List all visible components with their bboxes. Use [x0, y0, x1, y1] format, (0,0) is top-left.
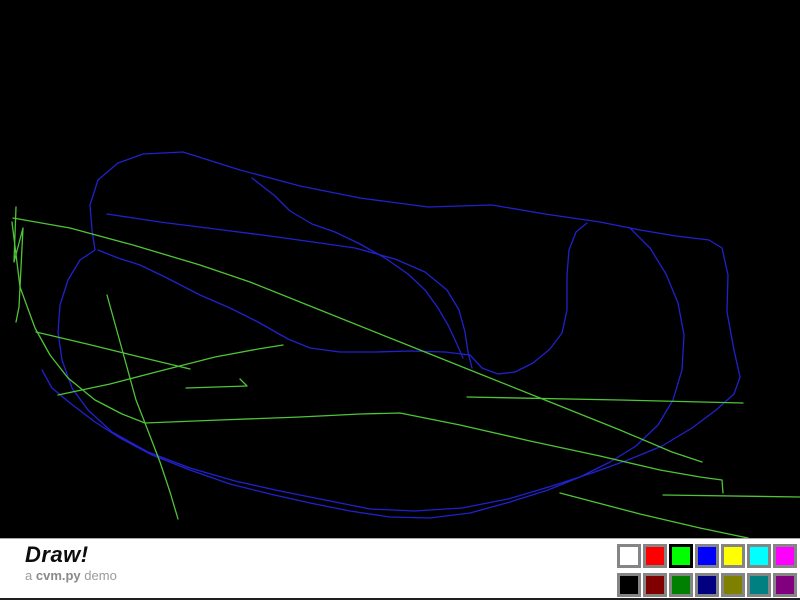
swatch-blue[interactable]: [695, 544, 719, 568]
swatch-teal[interactable]: [747, 573, 771, 597]
stroke-green-long-diagonal: [12, 217, 703, 463]
stroke-green-mid-diagonal: [35, 331, 191, 370]
stroke-blue-mid-u-vertical: [97, 222, 588, 375]
swatch-navy[interactable]: [695, 573, 719, 597]
stroke-blue-outer-loop: [57, 151, 741, 512]
stroke-green-bottomright-flat: [662, 494, 800, 498]
swatch-dark-green[interactable]: [669, 573, 693, 597]
stroke-green-zigzag-left: [13, 206, 24, 323]
stroke-blue-inner-arc: [41, 227, 685, 519]
stroke-green-riser: [57, 344, 284, 396]
swatch-white[interactable]: [617, 544, 641, 568]
stroke-green-curve-to-hub: [11, 221, 146, 424]
bottom-toolbar: Draw! a cvm.py demo: [0, 538, 800, 600]
swatch-dark-red[interactable]: [643, 573, 667, 597]
subtitle-name: cvm.py: [35, 568, 81, 584]
stroke-green-bottomright-diagonal: [559, 492, 749, 538]
stroke-blue-fork-diagonal: [251, 177, 464, 359]
subtitle-suffix: demo: [84, 568, 117, 584]
swatch-magenta[interactable]: [773, 544, 797, 568]
stroke-green-right-flat: [466, 396, 744, 404]
app-subtitle: a cvm.py demo: [25, 568, 117, 584]
swatch-yellow[interactable]: [721, 544, 745, 568]
swatch-green[interactable]: [669, 544, 693, 568]
swatch-red[interactable]: [643, 544, 667, 568]
swatch-cyan[interactable]: [747, 544, 771, 568]
drawing-strokes-layer: [0, 0, 800, 538]
stroke-blue-inner-diagonal: [106, 213, 473, 369]
subtitle-prefix: a: [25, 568, 33, 584]
stroke-green-steep-short: [106, 294, 179, 520]
swatch-purple[interactable]: [773, 573, 797, 597]
drawing-canvas[interactable]: [0, 0, 800, 538]
stroke-green-hub-right-hook: [144, 412, 724, 494]
swatch-black[interactable]: [617, 573, 641, 597]
app-branding: Draw! a cvm.py demo: [0, 539, 117, 584]
app-title: Draw!: [25, 542, 89, 567]
color-palette: [617, 544, 797, 597]
stroke-green-small-flat: [185, 378, 248, 389]
swatch-olive[interactable]: [721, 573, 745, 597]
